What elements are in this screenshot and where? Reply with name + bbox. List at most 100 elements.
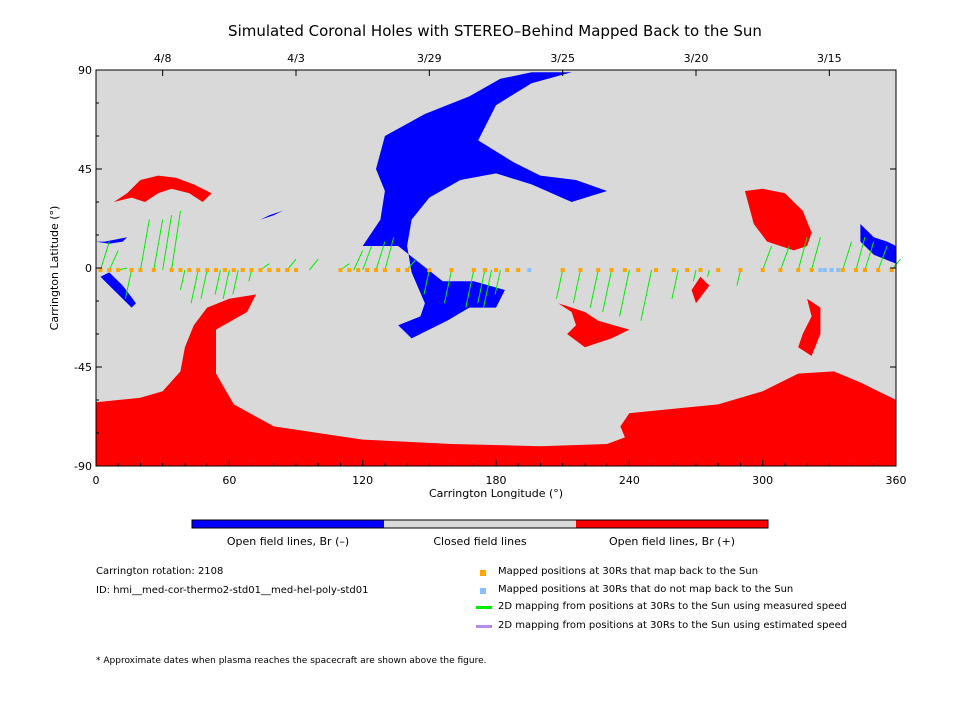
mapped-back-point xyxy=(778,268,783,272)
x-tick-label: 300 xyxy=(752,474,773,487)
measured-speed-line xyxy=(602,269,613,313)
mapped-back-point xyxy=(578,268,583,272)
measured-speed-line xyxy=(214,269,221,295)
negative-coronal-hole xyxy=(96,237,128,244)
measured-speed-line xyxy=(108,250,119,271)
mapped-back-point xyxy=(396,268,401,272)
measured-speed-line xyxy=(640,269,653,321)
mapped-back-point xyxy=(222,268,227,272)
date-tick-label: 3/15 xyxy=(817,52,842,65)
date-tick-label: 4/8 xyxy=(154,52,172,65)
negative-coronal-hole xyxy=(860,224,896,264)
positive-coronal-hole xyxy=(691,276,710,304)
mapped-back-point xyxy=(169,268,174,272)
positive-coronal-hole xyxy=(96,294,896,466)
colorbar-segment xyxy=(192,520,384,528)
measured-speed-line xyxy=(572,269,581,304)
legend-label: 2D mapping from positions at 30Rs to the… xyxy=(498,601,847,612)
blue-square-icon xyxy=(480,588,486,594)
measured-speed-line xyxy=(692,269,697,282)
measured-speed-line xyxy=(477,269,486,304)
measured-speed-line xyxy=(139,219,150,271)
mapped-back-point xyxy=(671,268,676,272)
positive-coronal-hole xyxy=(558,303,630,348)
map-axes: 0 60 120 180 240 300 360 90 45 0 -45 -90 4/8 4/3 3/29 3… xyxy=(74,52,906,487)
mapped-back-point xyxy=(382,268,387,272)
y-tick-label: -90 xyxy=(74,460,92,473)
colorbar-label: Closed field lines xyxy=(433,535,527,548)
model-id: ID: hmi__med-cor-thermo2-std01__med-hel-… xyxy=(96,585,369,596)
mapped-back-point xyxy=(854,268,858,272)
x-tick-label: 120 xyxy=(352,474,373,487)
date-tick-label: 4/3 xyxy=(287,52,305,65)
measured-speed-line xyxy=(375,241,386,271)
mapped-back-point xyxy=(258,268,263,272)
measured-speed-line xyxy=(589,269,599,308)
not-mapped-point xyxy=(836,268,841,272)
chart-title: Simulated Coronal Holes with STEREO–Behi… xyxy=(228,22,762,40)
measured-speed-line xyxy=(362,245,373,271)
legend-label: Mapped positions at 30Rs that map back t… xyxy=(498,566,759,577)
mapped-back-point xyxy=(494,268,498,272)
measured-speed-line xyxy=(423,269,430,295)
measured-speed-line xyxy=(877,245,888,271)
mapped-back-point xyxy=(840,268,845,272)
x-tick-label: 0 xyxy=(93,474,100,487)
mapped-back-point xyxy=(889,268,894,272)
mapped-back-point xyxy=(338,268,343,272)
mapped-back-point xyxy=(178,268,183,272)
mapped-back-point xyxy=(249,268,254,272)
mapped-back-point xyxy=(596,268,601,272)
mapped-back-point xyxy=(760,268,765,272)
measured-speed-line xyxy=(671,269,679,299)
y-tick-label: 90 xyxy=(78,64,92,77)
colorbar-segment xyxy=(384,520,576,528)
mapped-back-point xyxy=(876,268,881,272)
measured-speed-line xyxy=(384,237,395,271)
mapped-back-point xyxy=(276,268,281,272)
date-tick-label: 3/25 xyxy=(550,52,575,65)
y-tick-label: -45 xyxy=(74,361,92,374)
measured-speed-line xyxy=(811,237,821,271)
mapped-back-point xyxy=(698,268,703,272)
measured-speed-line xyxy=(308,258,319,271)
measured-speed-line xyxy=(162,215,173,271)
mapped-points xyxy=(98,268,894,272)
mapped-back-point xyxy=(609,268,614,272)
positive-coronal-hole xyxy=(798,298,821,356)
measured-speed-line xyxy=(179,269,186,291)
measured-speed-line xyxy=(736,269,741,286)
not-mapped-point xyxy=(822,268,827,272)
mapped-back-point xyxy=(809,268,814,272)
mapped-back-point xyxy=(240,268,245,272)
y-tick-label: 0 xyxy=(85,262,92,275)
measured-speed-line xyxy=(200,269,208,299)
legend-label: 2D mapping from positions at 30Rs to the… xyxy=(498,620,848,631)
measured-speed-line xyxy=(232,269,239,295)
measured-speed-line xyxy=(483,269,493,308)
measured-speed-line xyxy=(842,241,853,271)
carrington-rotation: Carrington rotation: 2108 xyxy=(96,566,224,577)
mapped-back-point xyxy=(187,268,192,272)
mapped-back-point xyxy=(138,268,143,272)
mapped-back-point xyxy=(505,268,510,272)
mapped-back-point xyxy=(267,268,272,272)
mapped-back-point xyxy=(356,268,361,272)
mapped-back-point xyxy=(205,268,210,272)
x-axis-label: Carrington Longitude (°) xyxy=(429,487,563,500)
mapped-back-point xyxy=(285,268,290,272)
y-axis-label: Carrington Latitude (°) xyxy=(48,206,61,331)
mapped-back-point xyxy=(294,268,298,272)
mapped-back-point xyxy=(151,268,156,272)
legend-label: Mapped positions at 30Rs that do not map… xyxy=(498,584,794,595)
measured-speed-line xyxy=(494,269,501,295)
negative-coronal-hole xyxy=(362,72,608,339)
mapped-back-point xyxy=(231,268,236,272)
mapped-back-point xyxy=(685,268,690,272)
measured-speed-line xyxy=(465,269,475,308)
measured-speed-line xyxy=(171,210,181,271)
mapping-lines xyxy=(99,210,901,321)
y-tick-label: 45 xyxy=(78,163,92,176)
measured-speed-line xyxy=(555,269,564,299)
